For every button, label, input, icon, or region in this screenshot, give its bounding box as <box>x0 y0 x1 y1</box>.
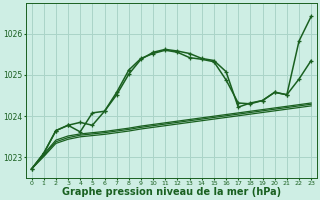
X-axis label: Graphe pression niveau de la mer (hPa): Graphe pression niveau de la mer (hPa) <box>62 187 281 197</box>
